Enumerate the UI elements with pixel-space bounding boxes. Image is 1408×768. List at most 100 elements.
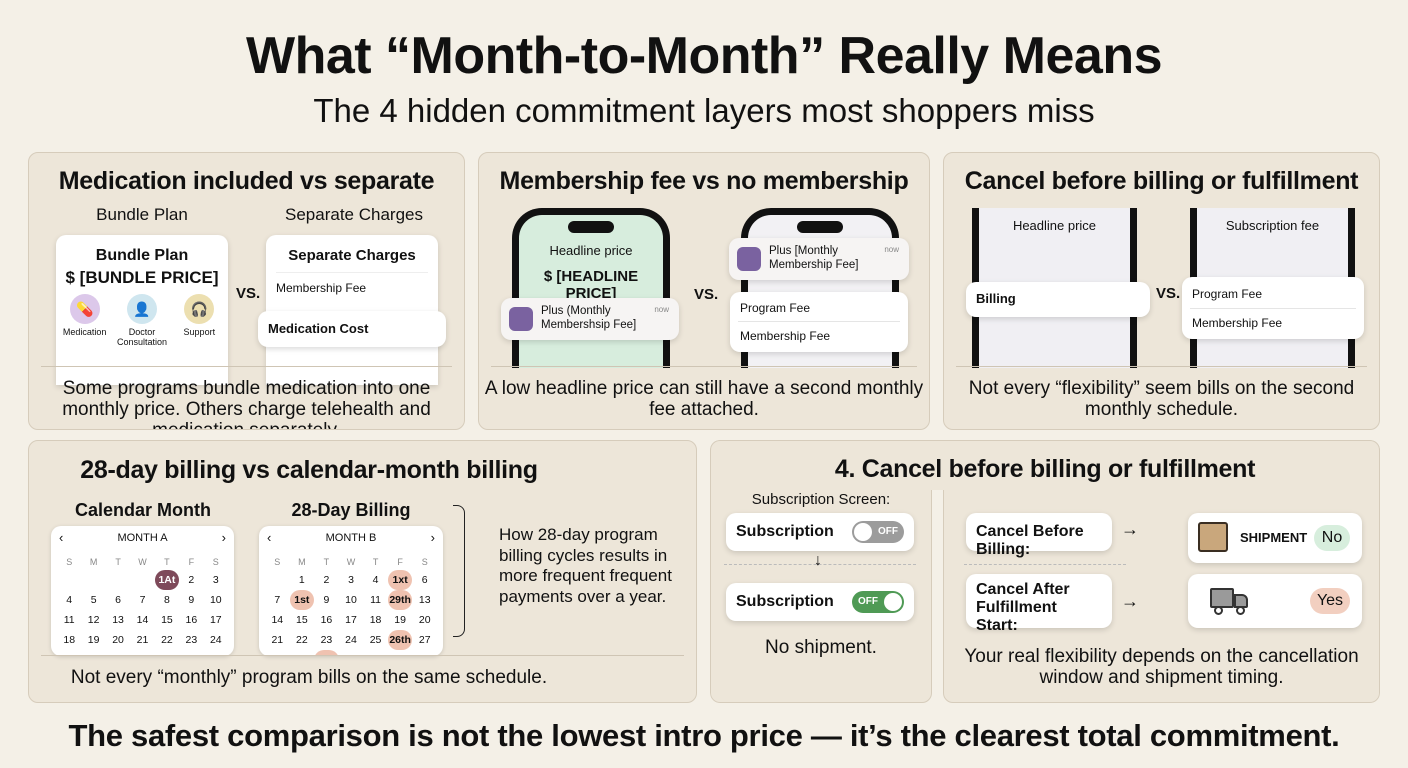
- calendar-day[interactable]: 2: [188, 574, 195, 586]
- prev-month-icon[interactable]: ‹: [267, 530, 272, 545]
- panel-caption: Not every “monthly” program bills on the…: [70, 667, 548, 688]
- calendar-day[interactable]: 20: [112, 634, 124, 646]
- calendar-day[interactable]: 17: [209, 614, 222, 626]
- separate-card-title: Separate Charges: [288, 247, 416, 264]
- calendar-day[interactable]: 12: [87, 614, 100, 626]
- calendar-day[interactable]: 7: [139, 594, 146, 606]
- calendar-day[interactable]: 23: [320, 634, 333, 646]
- calendar-day[interactable]: 21: [136, 634, 149, 646]
- notification-text: Plus (Monthly Membershsip Fee]: [541, 305, 637, 331]
- calendar-day[interactable]: 13: [112, 614, 124, 626]
- item-label: Doctor Consultation: [116, 327, 167, 347]
- program-fee-row: Program Fee: [1192, 287, 1263, 301]
- separate-card: Separate Charges Membership Fee: [266, 235, 438, 385]
- next-month-icon[interactable]: ›: [221, 530, 226, 545]
- panel-caption: A low headline price can still have a se…: [484, 378, 924, 420]
- calendar-day[interactable]: 22: [161, 634, 173, 646]
- calendar-day[interactable]: 13: [418, 594, 431, 606]
- calendar-day[interactable]: 27: [418, 634, 431, 646]
- bundle-card: Bundle Plan $ [BUNDLE PRICE] 💊 Medication…: [56, 235, 228, 385]
- calendar-day[interactable]: 15: [161, 614, 173, 626]
- calendar-day[interactable]: 16: [320, 614, 333, 626]
- brace: [453, 505, 465, 637]
- calendar-day[interactable]: 8: [164, 594, 170, 606]
- calendar-empty-cell: [81, 570, 105, 590]
- calendar-day[interactable]: 22: [296, 634, 308, 646]
- calendar-day[interactable]: 23: [185, 634, 198, 646]
- truck-icon: [1202, 588, 1252, 615]
- calendar-day[interactable]: 18: [63, 634, 76, 646]
- calendar-day[interactable]: 4: [372, 574, 379, 586]
- panel-title: 4. Cancel before billing or fulfillment: [834, 455, 1256, 483]
- calendar-day[interactable]: 9: [323, 594, 330, 606]
- calendar-empty-cell: [57, 570, 81, 590]
- calendar-day[interactable]: 6: [421, 574, 428, 586]
- calendar-day[interactable]: 21: [271, 634, 284, 646]
- panel-membership: Membership fee vs no membership Headline…: [478, 152, 930, 430]
- panel-title: Cancel before billing or fulfillment: [964, 167, 1359, 195]
- medication-cost-row: Medication Cost: [258, 311, 446, 347]
- panel-cancel-timing: 4. Cancel before billing or fulfillment …: [710, 440, 1380, 703]
- calendar-day[interactable]: 24: [209, 634, 222, 646]
- calendar-day[interactable]: 11: [63, 614, 75, 626]
- subscription-toggle-on[interactable]: OFF: [852, 591, 904, 613]
- weekday-header: M: [89, 557, 98, 567]
- page-title: What “Month-to-Month” Really Means: [245, 27, 1163, 85]
- calendar-day[interactable]: 4: [66, 594, 73, 606]
- next-month-icon[interactable]: ›: [430, 530, 435, 545]
- weekday-header: S: [66, 557, 73, 567]
- screen-label: Subscription Screen:: [751, 491, 891, 508]
- weekday-header: T: [115, 557, 121, 567]
- item-label: Support: [183, 327, 216, 337]
- calendar-day[interactable]: 10: [345, 594, 357, 606]
- calendar-empty-cell: [265, 570, 290, 590]
- calendar-day[interactable]: 24: [345, 634, 357, 646]
- calendar-month-a: ‹ MONTH A › S M T W T F S 1At 2 3 4 5 6 7 8 9 10 11 12 13 14…: [51, 526, 234, 656]
- notification: Plus (Monthly Membershsip Fee] now: [501, 298, 679, 340]
- subscription-toggle-off[interactable]: OFF: [852, 521, 904, 543]
- calendar-day[interactable]: 14: [136, 614, 149, 626]
- calendar-day[interactable]: 19: [394, 614, 406, 626]
- calendar-day[interactable]: 10: [209, 594, 222, 606]
- calendar-day[interactable]: 19: [87, 634, 100, 646]
- calendar-day[interactable]: 26th: [387, 630, 413, 650]
- calendar-day[interactable]: 1At: [154, 570, 180, 590]
- calendar-day[interactable]: 6: [115, 594, 121, 606]
- subscription-toggle-row: Subscription OFF: [726, 583, 914, 621]
- calendar-day[interactable]: 7: [274, 594, 281, 606]
- box-icon: [1198, 522, 1228, 552]
- weekday-header: T: [323, 557, 330, 567]
- calendar-day[interactable]: 20: [418, 614, 431, 626]
- weekday-header: S: [212, 557, 219, 567]
- calendar-empty-cell: [106, 570, 130, 590]
- calendar-day[interactable]: 1xt: [387, 570, 413, 590]
- calendar-day[interactable]: 25: [369, 634, 382, 646]
- panel-title: Medication included vs separate: [58, 167, 435, 195]
- shipment-result-card: Yes: [1188, 574, 1362, 628]
- calendar-day[interactable]: 17: [345, 614, 357, 626]
- calendar-day[interactable]: 15: [296, 614, 308, 626]
- panel-title: Membership fee vs no membership: [499, 167, 909, 195]
- cancel-before-billing-label: Cancel Before Billing:: [966, 513, 1112, 558]
- right-arrow-icon: →: [1121, 519, 1139, 539]
- calendar-day[interactable]: 9: [188, 594, 195, 606]
- weekday-header: S: [421, 557, 428, 567]
- calendar-day[interactable]: 16: [185, 614, 198, 626]
- calendar-day[interactable]: 1st: [289, 590, 315, 610]
- pill-icon: 💊: [69, 294, 100, 324]
- calendar-day[interactable]: 29th: [387, 590, 413, 610]
- calendar-day[interactable]: 14: [271, 614, 284, 626]
- weekday-header: M: [298, 557, 306, 567]
- calendar-day[interactable]: 5: [90, 594, 97, 606]
- toggle-state: OFF: [878, 526, 898, 537]
- calendar-day[interactable]: 3: [212, 574, 219, 586]
- calendar-day[interactable]: 3: [348, 574, 354, 586]
- calendar-day[interactable]: 2: [323, 574, 330, 586]
- page-subtitle: The 4 hidden commitment layers most shop…: [313, 92, 1095, 129]
- headset-icon: 🎧: [184, 294, 215, 324]
- calendar-day[interactable]: 1: [298, 574, 305, 586]
- prev-month-icon[interactable]: ‹: [59, 530, 64, 545]
- calendar-day[interactable]: 11: [370, 594, 382, 606]
- calendar-day[interactable]: 18: [369, 614, 382, 626]
- bundle-card-title: Bundle Plan: [95, 247, 189, 264]
